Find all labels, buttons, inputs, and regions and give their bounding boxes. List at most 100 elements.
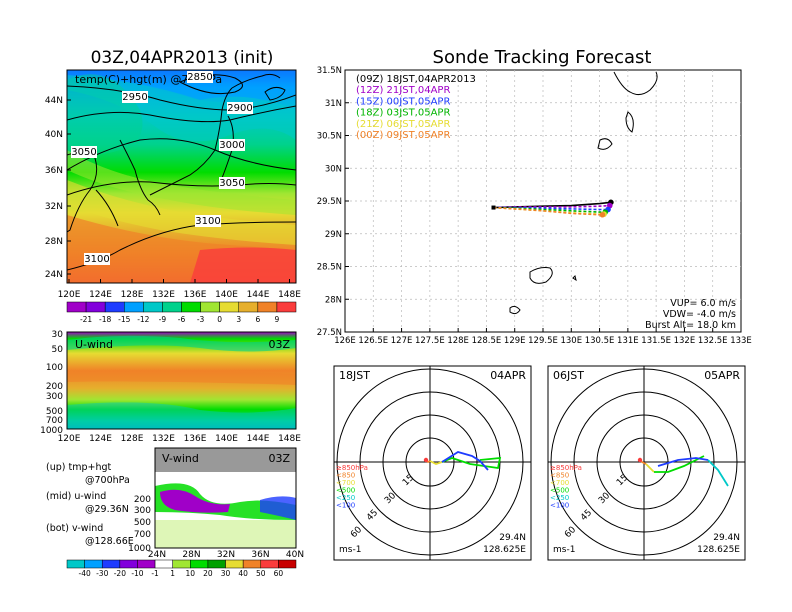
pressure-legend-entry: <700 [550, 479, 569, 487]
map-lon-label: 120E [58, 290, 81, 300]
pressure-legend-entry: ≥850hPa [550, 464, 582, 472]
temp-colorbar-swatch [257, 301, 278, 313]
map-lat-label: 40N [45, 130, 63, 140]
temp-colorbar: -21 -18 -15 -12 -9 -6 -3 0 3 6 9 [66, 301, 297, 324]
pressure-legend-entry: <100 [550, 502, 569, 510]
wind-colorbar: -40 -30 -20 -10 -1 1 10 20 30 40 50 60 [66, 559, 297, 578]
uwind-lon-label: 144E [247, 434, 270, 444]
tracking-lon-label: 129.5E [528, 336, 558, 346]
tracking-lon-label: 128E [447, 336, 469, 346]
uwind-pressure-label: 30 [52, 330, 64, 340]
tracking-lon-label: 130E [560, 336, 582, 346]
wind-colorbar-label: 50 [256, 569, 266, 578]
tracking-lat-label: 30.5N [317, 132, 342, 142]
polar-left-lon: 128.625E [483, 545, 526, 555]
polar-right-date: 05APR [704, 369, 740, 382]
temp-colorbar-swatch [85, 301, 106, 313]
map-label: temp(C)+hgt(m) @700hPa [75, 73, 222, 86]
uwind-pressure-label: 50 [52, 345, 64, 355]
wind-colorbar-swatch [84, 559, 103, 569]
uwind-lon-label: 120E [58, 434, 81, 444]
contour-label-bg [195, 215, 221, 227]
contour-label-bg [227, 102, 253, 114]
temp-colorbar-label: -3 [197, 315, 205, 324]
vwind-time: 03Z [268, 452, 290, 465]
vwind-pressure-label: 500 [134, 518, 151, 528]
polar-left-date: 04APR [490, 369, 526, 382]
tracking-legend-entry: (21Z) 06JST,05APR [356, 119, 450, 130]
tracking-lon-label: 129E [504, 336, 526, 346]
tracking-lat-label: 31.5N [317, 66, 342, 76]
polar-right-texts: 06JST 05APR ms-1 29.4N 128.625E [547, 365, 746, 561]
contour-label: 3100 [195, 216, 220, 227]
contour-label-bg [187, 71, 213, 83]
temp-colorbar-label: -21 [80, 315, 92, 324]
uwind-time: 03Z [268, 338, 290, 351]
vwind-pressure-label: 300 [134, 506, 151, 516]
wind-colorbar-swatch [137, 559, 156, 569]
tracking-lon-label: 126.5E [358, 336, 388, 346]
map-lon-label: 144E [247, 290, 270, 300]
hodograph-origin [637, 457, 643, 463]
pressure-legend-entry: <500 [336, 487, 355, 495]
wind-colorbar-swatch [190, 559, 209, 569]
temp-colorbar-swatch [219, 301, 240, 313]
tracking-lon-label: 127E [391, 336, 413, 346]
contour-label: 2900 [227, 103, 252, 114]
wind-colorbar-label: 40 [238, 569, 248, 578]
note-mid2: @29.36N [85, 504, 129, 515]
panel-notes: (up) tmp+hgt @700hPa (mid) u-wind @29.36… [46, 462, 134, 547]
temp-colorbar-swatch [276, 301, 297, 313]
tracking-lon-label: 130.5E [585, 336, 615, 346]
tracking-lon-label: 131.5E [641, 336, 671, 346]
wind-colorbar-swatch [278, 559, 297, 569]
pressure-legend-entry: <700 [336, 479, 355, 487]
tracking-lon-label: 127.5E [415, 336, 445, 346]
pressure-legend-entry: <850 [336, 472, 355, 480]
pressure-legend-entry: <850 [550, 472, 569, 480]
tracking-lat-label: 29N [325, 230, 342, 240]
tracking-lat-label: 29.5N [317, 197, 342, 207]
map-lon-label: 128E [121, 290, 144, 300]
tracking-legend-entry: (18Z) 03JST,05APR [356, 108, 450, 119]
wind-colorbar-label: -30 [96, 569, 108, 578]
temp-colorbar-label: -9 [159, 315, 167, 324]
uwind-pressure-label: 700 [46, 416, 63, 426]
wind-colorbar-label: 60 [274, 569, 284, 578]
wind-colorbar-swatch [172, 559, 191, 569]
uwind-pressure-label: 100 [46, 363, 63, 373]
polar-left-texts: 18JST 04APR ms-1 29.4N 128.625E [333, 365, 532, 561]
uwind-lon-label: 148E [278, 434, 301, 444]
hodograph-origin [423, 457, 429, 463]
right-title: Sonde Tracking Forecast [433, 47, 652, 68]
vwind-pressure-label: 1000 [128, 544, 151, 554]
tracking-lat-label: 28.5N [317, 263, 342, 273]
contour-label: 2850 [187, 72, 212, 83]
note-mid: (mid) u-wind [46, 491, 106, 502]
tracking-lon-label: 132.5E [698, 336, 728, 346]
pressure-legend-entry: <500 [550, 487, 569, 495]
burst-alt-text: Burst Alt= 18.0 km [645, 320, 736, 331]
vwind-lat-label: 28N [182, 550, 200, 560]
temp-colorbar-swatch [181, 301, 201, 313]
uwind-lon-label: 132E [152, 434, 175, 444]
wind-colorbar-label: 30 [221, 569, 231, 578]
contour-label-bg [122, 91, 148, 103]
vwind-lat-label: 24N [148, 550, 166, 560]
polar-right-time: 06JST [553, 369, 584, 382]
tracking-lat-label: 27.5N [317, 328, 342, 338]
hodograph-segment [645, 463, 655, 473]
contour-label: 3100 [84, 254, 109, 265]
temp-colorbar-label: 0 [217, 315, 222, 324]
vwind-pressure-label: 700 [134, 530, 151, 540]
polar-right-lon: 128.625E [697, 545, 740, 555]
uwind-lon-label: 124E [89, 434, 112, 444]
contour-label: 2950 [122, 92, 147, 103]
wind-colorbar-swatch [101, 559, 121, 569]
tracking-lon-label: 133E [730, 336, 752, 346]
uwind-lon-label: 140E [215, 434, 238, 444]
tracking-legend-entry: (09Z) 18JST,04APR2013 [356, 74, 476, 85]
vwind-lat-label: 32N [217, 550, 235, 560]
